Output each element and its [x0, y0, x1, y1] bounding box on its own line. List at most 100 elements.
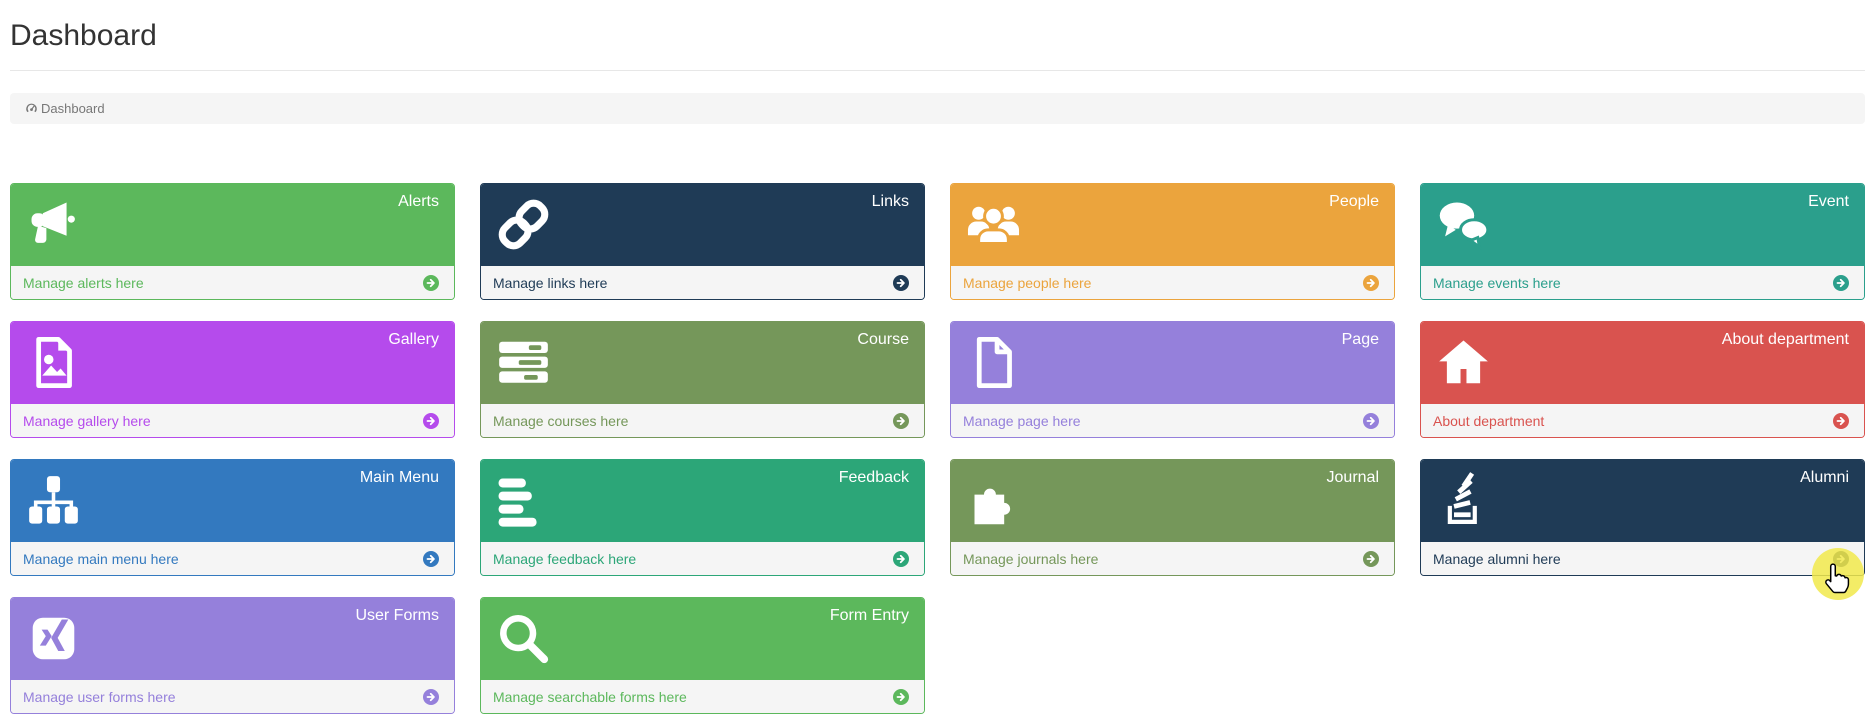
tile-color-panel: Page: [951, 322, 1394, 404]
tile-color-panel: Journal: [951, 460, 1394, 542]
arrow-circle-right-icon[interactable]: [893, 550, 909, 567]
dashboard-icon: [25, 102, 38, 115]
chain-link-icon: [495, 196, 552, 253]
tile-gallery[interactable]: Gallery Manage gallery here: [10, 321, 455, 438]
tile-title: Main Menu: [359, 469, 439, 486]
tile-title: People: [1329, 193, 1379, 210]
tile-footer-link[interactable]: Manage courses here: [481, 404, 924, 437]
users-icon: [965, 196, 1022, 253]
tile-footer-link[interactable]: Manage links here: [481, 266, 924, 299]
tile-grid: Alerts Manage alerts here Links Manage l…: [10, 183, 1865, 714]
tile-feedback[interactable]: Feedback Manage feedback here: [480, 459, 925, 576]
tile-page[interactable]: Page Manage page here: [950, 321, 1395, 438]
tile-people[interactable]: People Manage people here: [950, 183, 1395, 300]
arrow-circle-right-icon[interactable]: [423, 274, 439, 291]
tile-footer-link[interactable]: Manage journals here: [951, 542, 1394, 575]
tile-footer-label: Manage courses here: [493, 412, 629, 429]
arrow-circle-right-icon[interactable]: [893, 412, 909, 429]
arrow-circle-right-icon[interactable]: [1363, 550, 1379, 567]
tile-footer-label: Manage main menu here: [23, 550, 179, 567]
tile-links[interactable]: Links Manage links here: [480, 183, 925, 300]
tile-user-forms[interactable]: User Forms Manage user forms here: [10, 597, 455, 714]
arrow-circle-right-icon[interactable]: [423, 412, 439, 429]
tile-course[interactable]: Course Manage courses here: [480, 321, 925, 438]
tile-color-panel: People: [951, 184, 1394, 266]
tile-main-menu[interactable]: Main Menu Manage main menu here: [10, 459, 455, 576]
align-left-icon: [495, 472, 552, 529]
tile-title: Alumni: [1800, 469, 1849, 486]
tile-color-panel: Alerts: [11, 184, 454, 266]
tile-footer-link[interactable]: Manage feedback here: [481, 542, 924, 575]
arrow-circle-right-icon[interactable]: [423, 688, 439, 705]
tile-footer-link[interactable]: Manage events here: [1421, 266, 1864, 299]
tile-footer-link[interactable]: Manage alerts here: [11, 266, 454, 299]
tile-color-panel: Alumni: [1421, 460, 1864, 542]
chat-bubbles-icon: [1435, 196, 1492, 253]
tile-footer-label: Manage feedback here: [493, 550, 637, 567]
tile-footer-label: Manage user forms here: [23, 688, 176, 705]
puzzle-piece-icon: [965, 472, 1022, 529]
arrow-circle-right-icon[interactable]: [893, 688, 909, 705]
tile-color-panel: Feedback: [481, 460, 924, 542]
page-header: Dashboard: [10, 0, 1865, 71]
tile-footer-label: Manage events here: [1433, 274, 1561, 291]
tile-title: About department: [1721, 331, 1849, 348]
tile-footer-label: Manage page here: [963, 412, 1081, 429]
tile-footer-link[interactable]: About department: [1421, 404, 1864, 437]
tile-title: Form Entry: [829, 607, 909, 624]
breadcrumb-item-dashboard[interactable]: Dashboard: [41, 101, 105, 116]
tile-footer-link[interactable]: Manage people here: [951, 266, 1394, 299]
tile-footer-label: Manage journals here: [963, 550, 1099, 567]
tasks-icon: [495, 334, 552, 391]
arrow-circle-right-icon[interactable]: [423, 550, 439, 567]
tile-title: Page: [1341, 331, 1379, 348]
home-icon: [1435, 334, 1492, 391]
arrow-circle-right-icon[interactable]: [893, 274, 909, 291]
tile-color-panel: Form Entry: [481, 598, 924, 680]
tile-footer-link[interactable]: Manage user forms here: [11, 680, 454, 713]
arrow-circle-right-icon[interactable]: [1363, 274, 1379, 291]
search-icon: [495, 610, 552, 667]
tile-footer-label: Manage gallery here: [23, 412, 151, 429]
tile-alerts[interactable]: Alerts Manage alerts here: [10, 183, 455, 300]
tile-title: Links: [871, 193, 909, 210]
tile-title: Gallery: [388, 331, 439, 348]
tile-color-panel: Main Menu: [11, 460, 454, 542]
tile-event[interactable]: Event Manage events here: [1420, 183, 1865, 300]
tile-footer-link[interactable]: Manage page here: [951, 404, 1394, 437]
tile-form-entry[interactable]: Form Entry Manage searchable forms here: [480, 597, 925, 714]
tile-footer-link[interactable]: Manage alumni here: [1421, 542, 1864, 575]
tile-footer-label: Manage people here: [963, 274, 1092, 291]
tile-footer-link[interactable]: Manage gallery here: [11, 404, 454, 437]
arrow-circle-right-icon[interactable]: [1363, 412, 1379, 429]
tile-footer-label: Manage links here: [493, 274, 608, 291]
arrow-circle-right-icon[interactable]: [1833, 274, 1849, 291]
tile-color-panel: About department: [1421, 322, 1864, 404]
stack-icon: [1435, 472, 1492, 529]
xing-icon: [25, 610, 82, 667]
sitemap-icon: [25, 472, 82, 529]
tile-title: Alerts: [398, 193, 439, 210]
breadcrumb: Dashboard: [10, 93, 1865, 124]
tile-title: Feedback: [838, 469, 909, 486]
tile-title: User Forms: [355, 607, 439, 624]
tile-color-panel: Course: [481, 322, 924, 404]
tile-title: Journal: [1326, 469, 1379, 486]
tile-about-department[interactable]: About department About department: [1420, 321, 1865, 438]
tile-journal[interactable]: Journal Manage journals here: [950, 459, 1395, 576]
tile-alumni[interactable]: Alumni Manage alumni here: [1420, 459, 1865, 576]
tile-title: Course: [857, 331, 909, 348]
tile-footer-label: Manage alerts here: [23, 274, 144, 291]
tile-color-panel: Gallery: [11, 322, 454, 404]
file-icon: [965, 334, 1022, 391]
tile-footer-link[interactable]: Manage main menu here: [11, 542, 454, 575]
arrow-circle-right-icon[interactable]: [1833, 550, 1849, 567]
megaphone-icon: [25, 196, 82, 253]
tile-color-panel: User Forms: [11, 598, 454, 680]
tile-footer-label: Manage alumni here: [1433, 550, 1561, 567]
tile-footer-link[interactable]: Manage searchable forms here: [481, 680, 924, 713]
tile-footer-label: Manage searchable forms here: [493, 688, 687, 705]
tile-color-panel: Links: [481, 184, 924, 266]
arrow-circle-right-icon[interactable]: [1833, 412, 1849, 429]
